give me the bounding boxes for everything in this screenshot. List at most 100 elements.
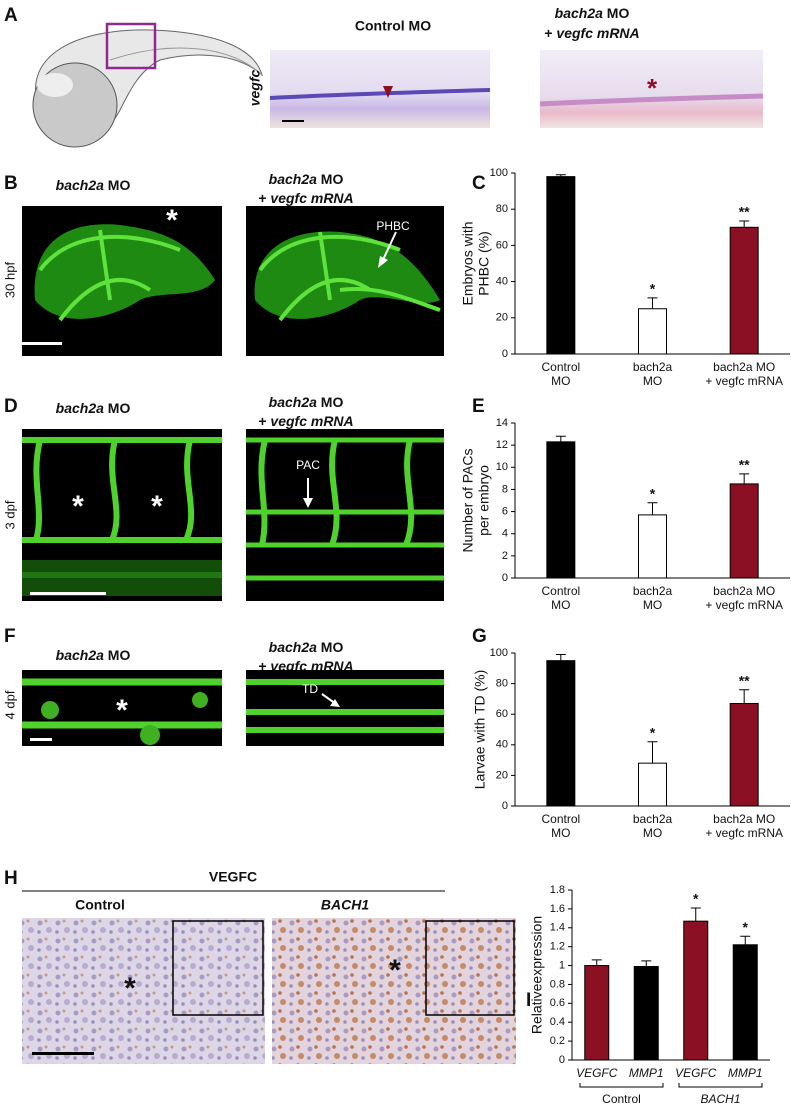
row-label: vegfc [247, 70, 263, 107]
y-tick-label: 0 [559, 1054, 565, 1066]
title-part: bach2a [269, 171, 317, 187]
title-part: MO [603, 5, 630, 21]
y-tick-label: 40 [496, 276, 508, 288]
title-part: vegfc mRNA [270, 413, 353, 429]
y-tick-label: 0 [502, 572, 508, 584]
column-title: bach2a MO [56, 177, 131, 193]
title-part: bach2a [56, 400, 104, 416]
y-tick-label: 80 [496, 678, 508, 690]
y-axis-label: PHBC (%) [476, 231, 492, 296]
y-tick-label: 1.8 [550, 884, 565, 896]
fluorescence-image [22, 429, 222, 601]
y-tick-label: 4 [502, 528, 508, 540]
bar [638, 514, 667, 579]
panel-label: I [526, 990, 531, 1011]
y-axis-label: Number of PACs [460, 449, 476, 553]
group-label: BACH1 [700, 1092, 740, 1106]
fluorescence-image [246, 670, 444, 746]
y-tick-label: 80 [496, 203, 508, 215]
y-tick-label: 20 [496, 769, 508, 781]
stage-label: 30 hpf [2, 262, 17, 299]
bar [729, 483, 759, 579]
panel-label: A [4, 5, 18, 26]
y-tick-label: 1.4 [550, 922, 565, 934]
significance: ** [739, 457, 750, 473]
title-part: vegfc mRNA [270, 190, 353, 206]
group-bracket [678, 1083, 763, 1088]
panel-label: H [4, 868, 18, 889]
title-part: bach2a [56, 177, 104, 193]
image-mark: * [151, 490, 163, 523]
error-bar [555, 174, 566, 177]
y-axis-label: Larvae with TD (%) [472, 670, 488, 790]
column-title: bach2a MO [56, 400, 131, 416]
error-bar [591, 959, 602, 966]
column-title: + vegfc mRNA [258, 190, 353, 206]
x-tick-label: VEGFC [675, 1066, 717, 1080]
panel-label: D [4, 396, 18, 417]
histology-image [272, 918, 516, 1064]
x-tick-label: bach2a [633, 812, 673, 826]
title-part: bach2a [269, 639, 317, 655]
bar [638, 762, 667, 807]
arrow-label: TD [302, 682, 318, 696]
y-tick-label: 10 [496, 461, 508, 473]
significance: * [650, 724, 656, 740]
error-bar [555, 654, 566, 661]
title-part: bach2a [269, 394, 317, 410]
title-part: vegfc mRNA [556, 25, 639, 41]
panel-label: G [472, 626, 487, 647]
y-tick-label: 0.2 [550, 1035, 565, 1047]
y-tick-label: 20 [496, 312, 508, 324]
significance: ** [739, 204, 750, 220]
x-tick-label: + vegfc mRNA [705, 598, 783, 612]
title-part: bach2a [56, 647, 104, 663]
x-tick-label: VEGFC [576, 1066, 618, 1080]
fluorescence-image [246, 206, 444, 356]
x-tick-label: MMP1 [728, 1066, 763, 1080]
y-tick-label: 14 [496, 417, 508, 429]
y-tick-label: 100 [490, 167, 508, 179]
significance: * [743, 919, 749, 935]
histology-image [22, 918, 265, 1064]
fluorescence-image [22, 206, 222, 356]
y-tick-label: 40 [496, 739, 508, 751]
x-tick-label: MO [551, 374, 570, 388]
image-mark: * [166, 204, 178, 237]
y-tick-label: 0 [502, 800, 508, 812]
group-label: Control [602, 1092, 641, 1106]
bar [638, 308, 667, 355]
x-tick-label: MO [643, 374, 662, 388]
image-mark: * [647, 73, 658, 103]
error-bar [739, 220, 750, 228]
error-bar [739, 473, 750, 484]
y-tick-label: 0 [502, 348, 508, 360]
x-tick-label: bach2a [633, 360, 673, 374]
x-tick-label: MO [643, 826, 662, 840]
y-tick-label: 0.8 [550, 978, 565, 990]
title-part: MO [317, 171, 344, 187]
title-part: MO [317, 639, 344, 655]
y-tick-label: 1.2 [550, 941, 565, 953]
bar [729, 226, 759, 355]
y-tick-label: 60 [496, 708, 508, 720]
title-part: vegfc mRNA [270, 658, 353, 674]
title-part: + [544, 25, 556, 41]
x-tick-label: MMP1 [629, 1066, 664, 1080]
image-mark: * [389, 954, 401, 987]
stage-label: 3 dpf [2, 500, 17, 529]
y-axis-label: per embryo [476, 465, 492, 536]
bar [546, 441, 576, 579]
title-part: bach2a [555, 5, 603, 21]
x-tick-label: MO [551, 826, 570, 840]
title-part: + [258, 413, 270, 429]
bar [633, 966, 659, 1061]
y-tick-label: 0.4 [550, 1016, 565, 1028]
column-title: bach2a MO [269, 394, 344, 410]
bar [584, 965, 610, 1061]
x-tick-label: MO [643, 598, 662, 612]
column-title: Control [75, 897, 125, 913]
image-mark: * [116, 694, 128, 727]
ish-image [539, 50, 764, 128]
